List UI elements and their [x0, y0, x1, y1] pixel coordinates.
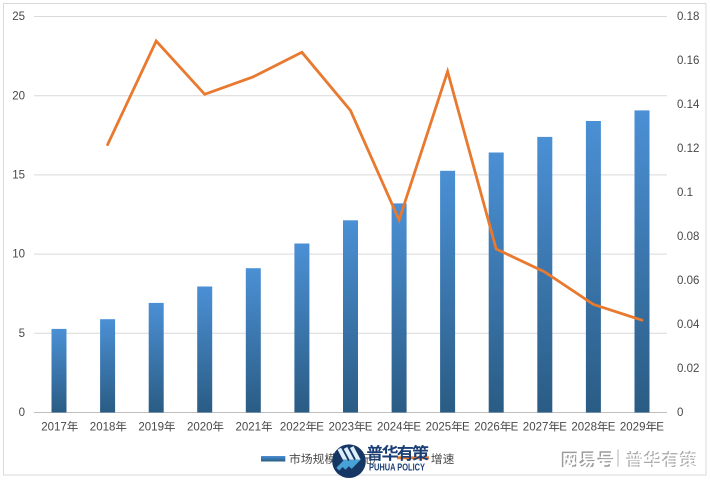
- svg-text:E: E: [608, 422, 616, 434]
- svg-text:2025: 2025: [426, 422, 452, 434]
- svg-text:10: 10: [12, 249, 25, 261]
- svg-text:E: E: [559, 422, 567, 434]
- svg-text:2022: 2022: [280, 422, 306, 434]
- svg-text:2021: 2021: [236, 422, 262, 434]
- svg-text:2028: 2028: [571, 422, 597, 434]
- svg-text:2023: 2023: [329, 422, 355, 434]
- svg-text:0.04: 0.04: [677, 319, 700, 331]
- svg-text:15: 15: [12, 170, 25, 182]
- svg-text:E: E: [511, 422, 519, 434]
- svg-text:0.18: 0.18: [677, 11, 699, 23]
- svg-text:0.12: 0.12: [677, 143, 699, 155]
- svg-text:0: 0: [677, 407, 683, 419]
- svg-text:2017: 2017: [41, 422, 67, 434]
- svg-text:PUHUA POLICY: PUHUA POLICY: [369, 463, 425, 474]
- svg-text:2029: 2029: [620, 422, 646, 434]
- svg-text:E: E: [656, 422, 664, 434]
- svg-text:0.02: 0.02: [677, 363, 699, 375]
- svg-text:E: E: [462, 422, 470, 434]
- svg-text:0.14: 0.14: [677, 99, 700, 111]
- svg-text:E: E: [365, 422, 373, 434]
- svg-text:E: E: [316, 422, 324, 434]
- svg-text:2020: 2020: [187, 422, 213, 434]
- svg-text:0: 0: [19, 407, 25, 419]
- svg-text:0.1: 0.1: [677, 187, 693, 199]
- svg-text:E: E: [413, 422, 421, 434]
- svg-text:5: 5: [19, 328, 25, 340]
- svg-text:2027: 2027: [523, 422, 549, 434]
- svg-text:2018: 2018: [90, 422, 116, 434]
- svg-text:0.06: 0.06: [677, 275, 699, 287]
- svg-text:2019: 2019: [138, 422, 164, 434]
- svg-text:0.16: 0.16: [677, 55, 699, 67]
- svg-text:25: 25: [12, 11, 25, 23]
- svg-text:20: 20: [12, 90, 25, 102]
- svg-text:2024: 2024: [377, 422, 403, 434]
- svg-text:2026: 2026: [474, 422, 500, 434]
- svg-text:0.08: 0.08: [677, 231, 699, 243]
